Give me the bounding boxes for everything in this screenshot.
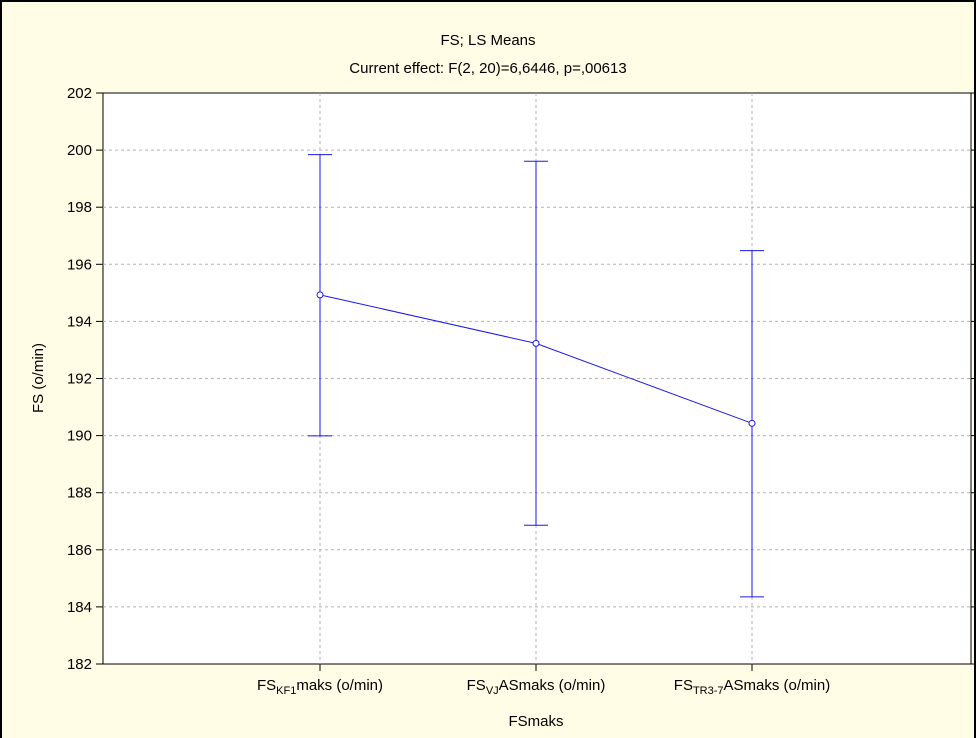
y-tick-label: 202 [67,85,92,102]
x-axis-label: FSmaks [508,713,563,730]
grid [103,93,971,664]
y-tick-label: 182 [67,656,92,673]
y-tick-label: 184 [67,599,92,616]
x-tick-label: FSTR3-7ASmaks (o/min) [674,677,830,697]
y-tick-label: 186 [67,542,92,559]
y-tick-label: 198 [67,199,92,216]
chart-title: FS; LS Means [440,32,535,49]
data-point [532,339,540,347]
x-tick-label: FSKF1maks (o/min) [257,677,383,697]
y-tick-label: 192 [67,371,92,388]
y-axis-label: FS (o/min) [30,343,47,413]
y-tick-label: 196 [67,256,92,273]
data-point [748,419,756,427]
data-point [316,291,324,299]
y-tick-label: 200 [67,142,92,159]
x-axis: FSKF1maks (o/min) FSVJASmaks (o/min) FSTR3… [257,664,830,697]
y-axis: 182 184 186 188 190 192 194 196 198 200 202 [67,85,976,673]
series-marks [308,154,764,598]
chart-subtitle: Current effect: F(2, 20)=6,6446, p=,0061… [349,60,626,77]
y-tick-label: 190 [67,428,92,445]
x-tick-label: FSVJASmaks (o/min) [467,677,606,697]
y-tick-label: 194 [67,313,92,330]
y-tick-label: 188 [67,485,92,502]
